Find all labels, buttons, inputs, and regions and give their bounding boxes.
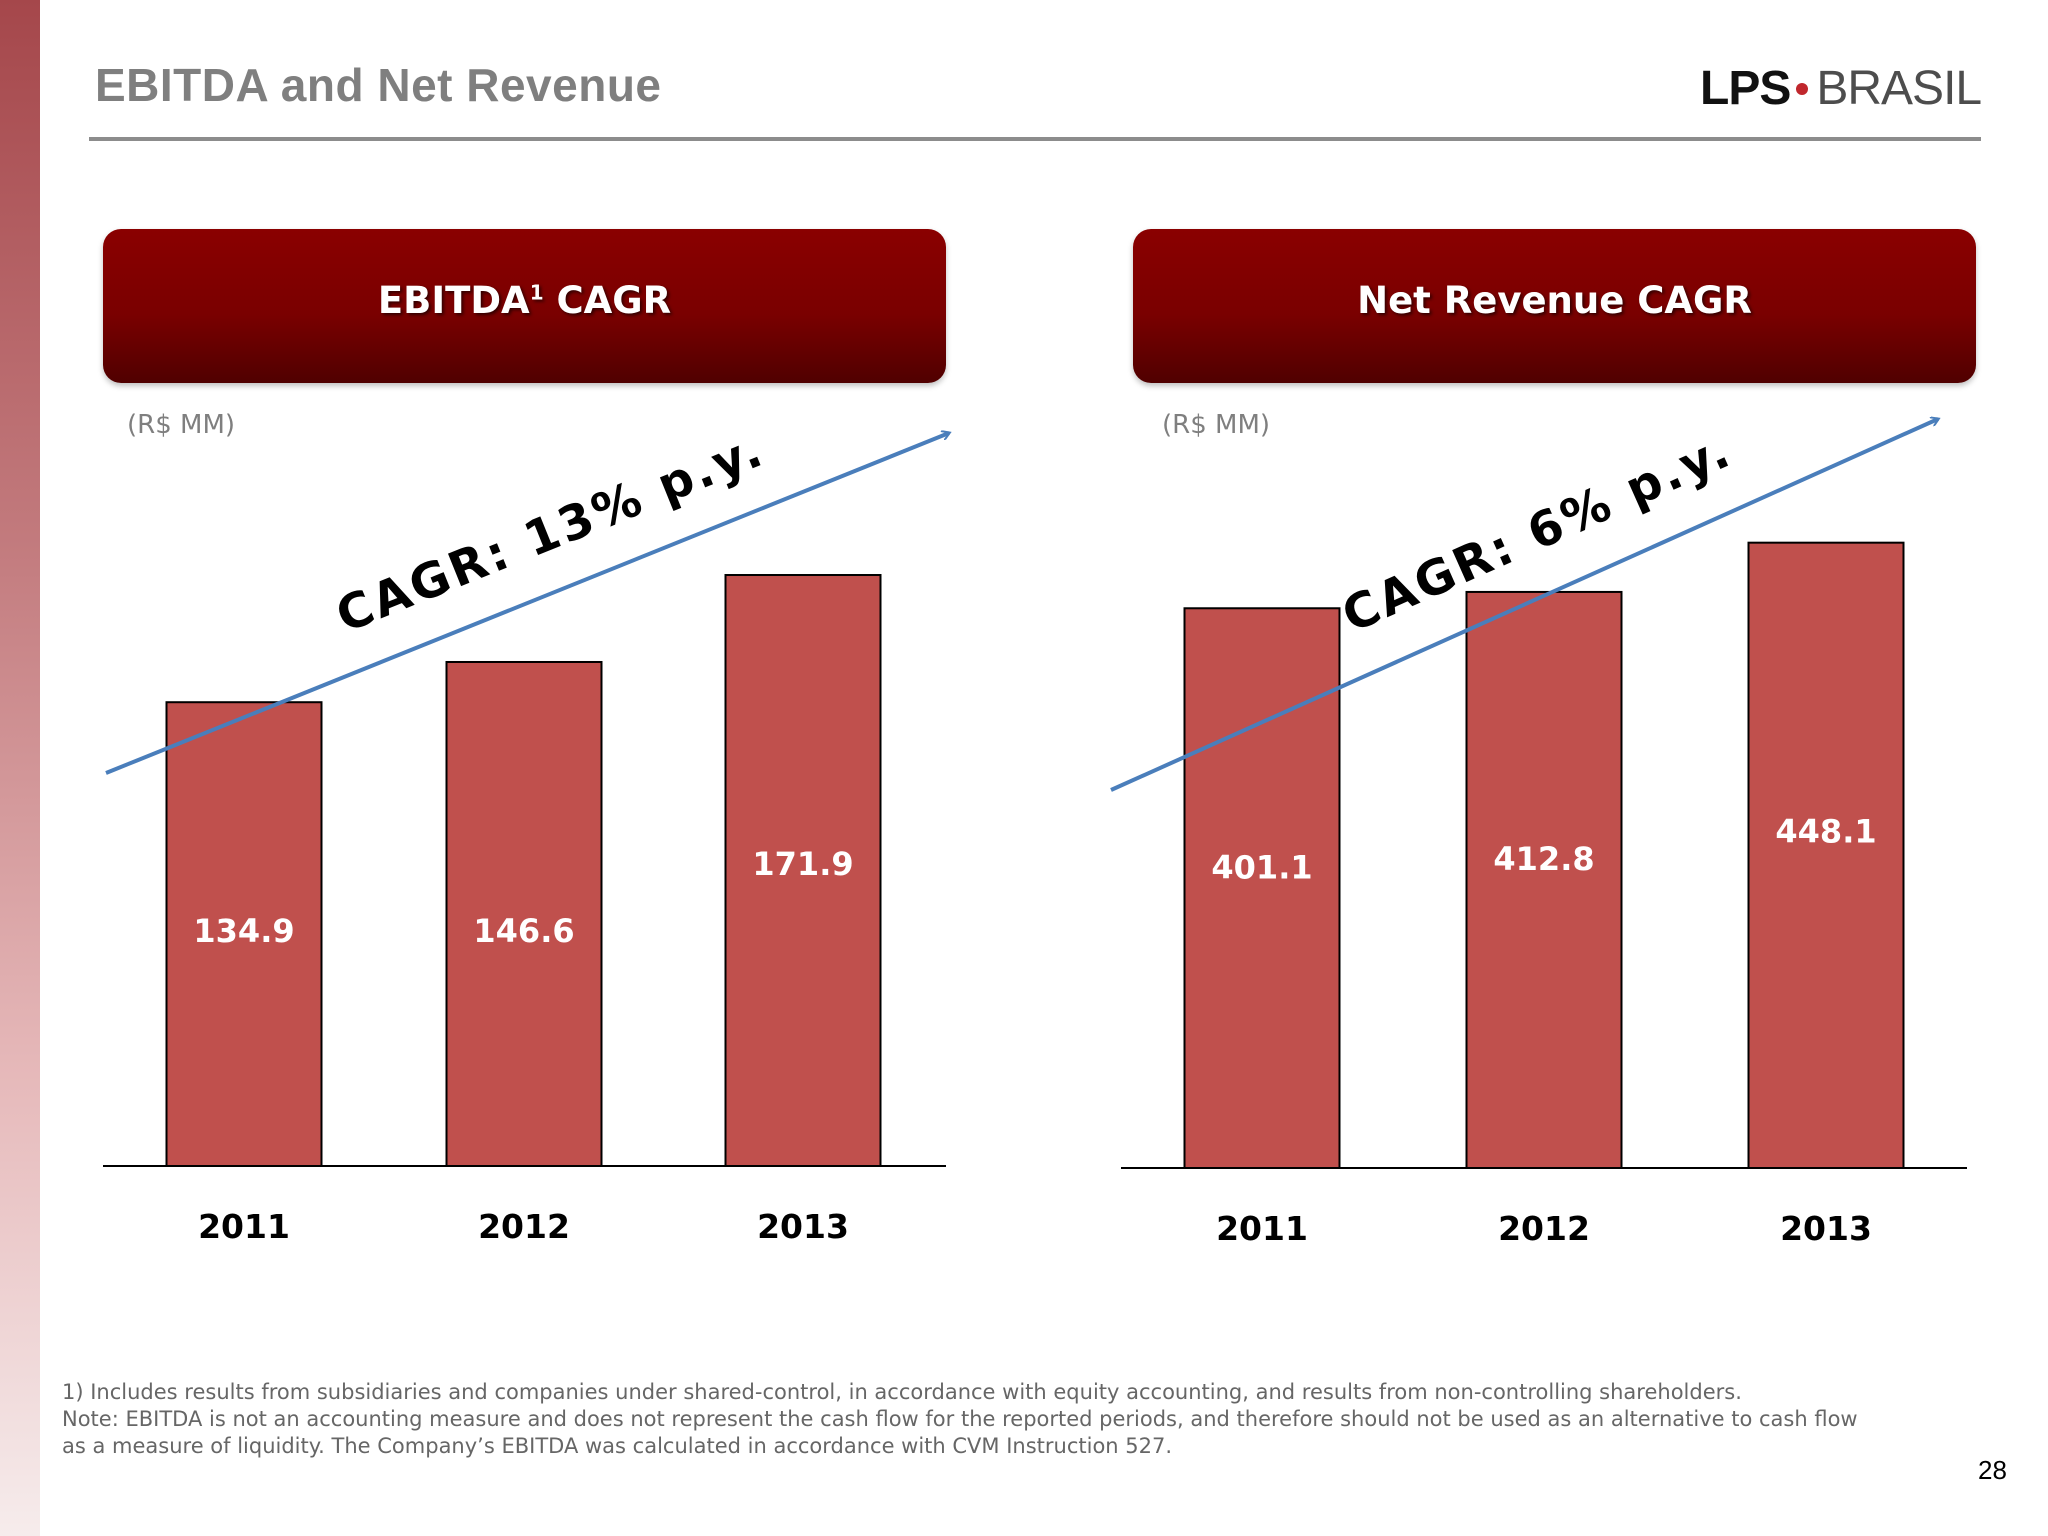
ebitda-category-label-2012: 2012 bbox=[478, 1207, 570, 1246]
ebitda-bar-2011 bbox=[165, 701, 323, 1167]
logo-primary-text: LPS bbox=[1700, 62, 1791, 115]
footnote-1: 1) Includes results from subsidiaries an… bbox=[62, 1380, 1742, 1404]
ebitda-cagr-trend-arrow bbox=[105, 433, 949, 775]
revenue-category-label-2013: 2013 bbox=[1780, 1209, 1872, 1248]
title-divider bbox=[89, 137, 1981, 141]
ebitda-category-label-2013: 2013 bbox=[757, 1207, 849, 1246]
revenue-value-label-2011: 401.1 bbox=[1211, 848, 1312, 886]
revenue-cagr-trend-arrow bbox=[1110, 419, 1938, 792]
ebitda-value-label-2011: 134.9 bbox=[193, 912, 294, 950]
revenue-value-label-2012: 412.8 bbox=[1493, 840, 1594, 878]
ebitda-chart-title: EBITDA1 CAGR bbox=[377, 278, 672, 322]
ebitda-bar-2013 bbox=[724, 574, 882, 1167]
revenue-bar-2013 bbox=[1747, 541, 1905, 1169]
company-logo: LPS BRASIL bbox=[1700, 62, 1982, 115]
logo-secondary-text: BRASIL bbox=[1816, 62, 1982, 115]
footnotes: 1) Includes results from subsidiaries an… bbox=[62, 1379, 1992, 1460]
revenue-value-label-2013: 448.1 bbox=[1775, 813, 1876, 851]
revenue-bar-2012 bbox=[1465, 590, 1623, 1169]
ebitda-unit-label: (R$ MM) bbox=[127, 410, 236, 440]
revenue-unit-label: (R$ MM) bbox=[1162, 410, 1271, 440]
footnote-note-line-1: Note: EBITDA is not an accounting measur… bbox=[62, 1407, 1858, 1431]
side-accent-bar bbox=[0, 0, 40, 1536]
slide-title: EBITDA and Net Revenue bbox=[95, 59, 662, 111]
revenue-category-label-2011: 2011 bbox=[1216, 1209, 1308, 1248]
revenue-bar-2011 bbox=[1183, 607, 1341, 1169]
logo-dot bbox=[1796, 83, 1809, 96]
footnote-note-line-2: as a measure of liquidity. The Company’s… bbox=[62, 1434, 1173, 1458]
revenue-chart-header: Net Revenue CAGR bbox=[1133, 229, 1976, 383]
ebitda-value-label-2012: 146.6 bbox=[473, 912, 574, 950]
ebitda-value-label-2013: 171.9 bbox=[752, 845, 853, 883]
ebitda-chart-header: EBITDA1 CAGR bbox=[103, 229, 946, 383]
revenue-category-label-2012: 2012 bbox=[1498, 1209, 1590, 1248]
revenue-chart-title: Net Revenue CAGR bbox=[1357, 278, 1752, 322]
footnote-marker: 1 bbox=[529, 280, 544, 305]
ebitda-category-label-2011: 2011 bbox=[198, 1207, 290, 1246]
ebitda-bar-2012 bbox=[445, 660, 603, 1167]
page-number: 28 bbox=[1978, 1455, 2007, 1485]
